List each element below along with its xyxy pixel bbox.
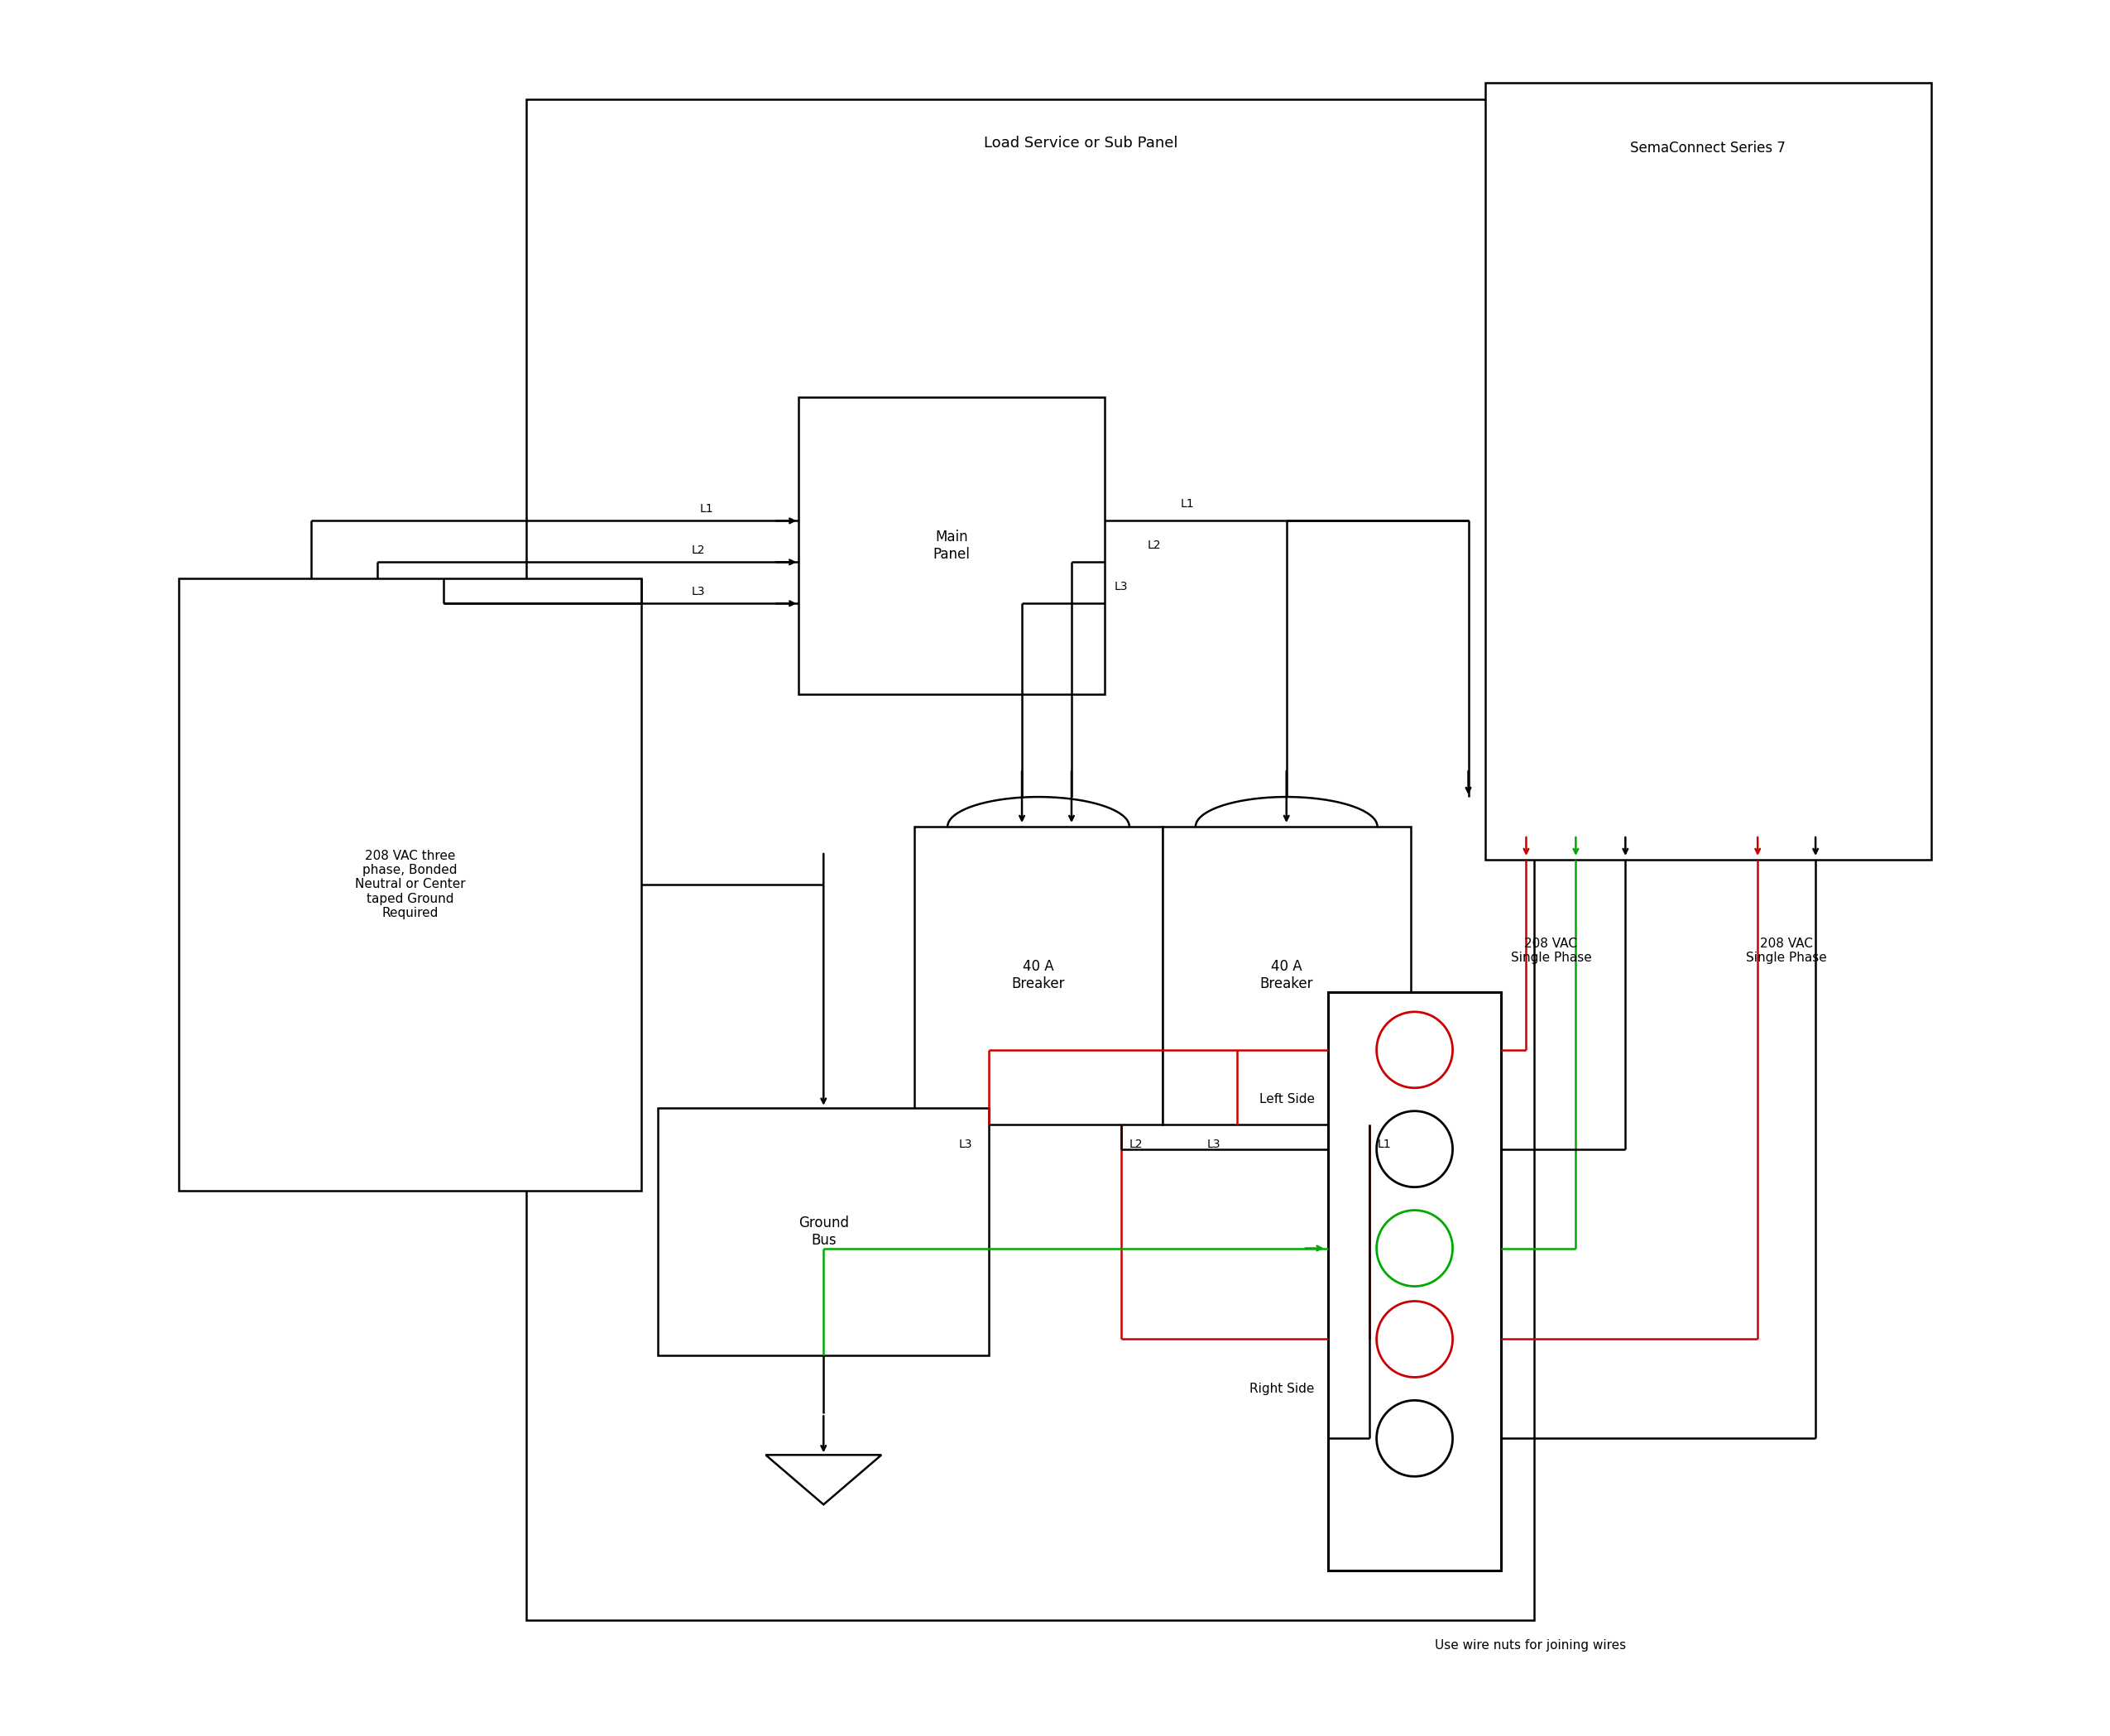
Bar: [179, 578, 641, 1191]
Text: 40 A
Breaker: 40 A Breaker: [1013, 960, 1066, 991]
Text: Ground
Bus: Ground Bus: [798, 1215, 848, 1248]
Circle shape: [1376, 1210, 1452, 1286]
Text: Load Service or Sub Panel: Load Service or Sub Panel: [983, 135, 1177, 151]
Circle shape: [1376, 1012, 1452, 1088]
Bar: [800, 398, 1106, 694]
Text: 208 VAC
Single Phase: 208 VAC Single Phase: [1511, 937, 1591, 963]
Text: L3: L3: [692, 587, 705, 597]
Circle shape: [1376, 1302, 1452, 1377]
Text: Use wire nuts for joining wires: Use wire nuts for joining wires: [1435, 1639, 1627, 1651]
Bar: [525, 99, 1534, 1620]
Text: L1: L1: [1378, 1139, 1390, 1149]
Text: L3: L3: [1207, 1139, 1220, 1149]
Text: Left Side: Left Side: [1260, 1094, 1315, 1106]
Text: L3: L3: [1114, 582, 1129, 592]
Text: L1: L1: [1179, 498, 1194, 510]
Bar: [914, 826, 1163, 1125]
Text: Right Side: Right Side: [1249, 1382, 1315, 1396]
Bar: [1485, 83, 1931, 859]
Text: Main
Panel: Main Panel: [933, 529, 971, 562]
Text: SemaConnect Series 7: SemaConnect Series 7: [1631, 141, 1785, 156]
Text: L2: L2: [1148, 540, 1160, 552]
Bar: [1327, 991, 1502, 1571]
Text: L2: L2: [692, 545, 705, 556]
Text: L3: L3: [958, 1139, 973, 1149]
Bar: [658, 1108, 990, 1356]
Text: 208 VAC three
phase, Bonded
Neutral or Center
taped Ground
Required: 208 VAC three phase, Bonded Neutral or C…: [354, 849, 466, 920]
Text: 208 VAC
Single Phase: 208 VAC Single Phase: [1747, 937, 1827, 963]
Text: 40 A
Breaker: 40 A Breaker: [1260, 960, 1312, 991]
Bar: [1163, 826, 1409, 1125]
Text: L1: L1: [701, 503, 713, 516]
Text: L2: L2: [1129, 1139, 1144, 1149]
Circle shape: [1376, 1401, 1452, 1476]
Circle shape: [1376, 1111, 1452, 1187]
